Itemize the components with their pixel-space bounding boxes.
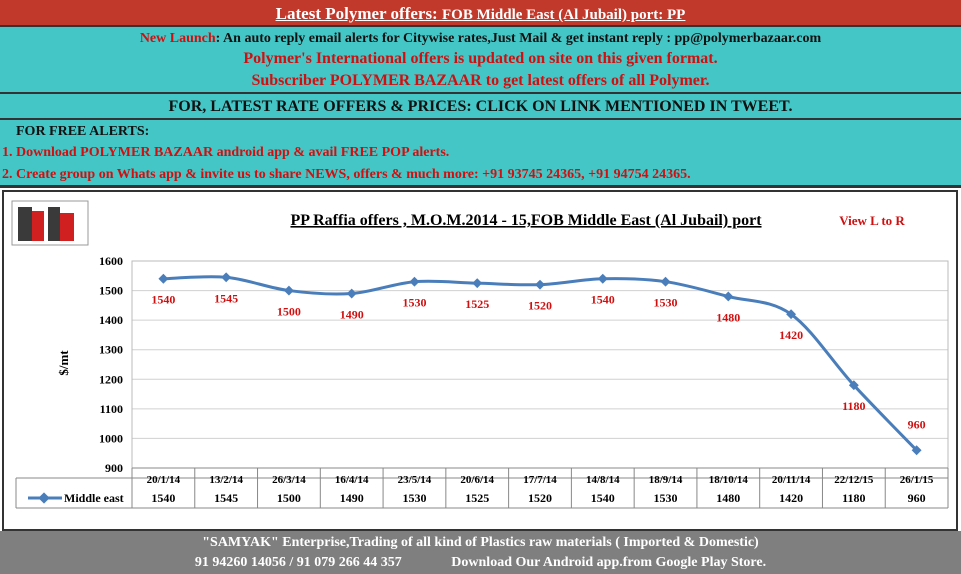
title-bar: Latest Polymer offers: FOB Middle East (… <box>0 0 961 27</box>
footer: "SAMYAK" Enterprise,Trading of all kind … <box>0 531 961 574</box>
new-launch-line: New Launch: An auto reply email alerts f… <box>0 29 961 48</box>
data-point <box>660 276 671 287</box>
x-tick-label: 23/5/14 <box>398 474 432 486</box>
alerts-panel: FOR FREE ALERTS: 1. Download POLYMER BAZ… <box>0 120 961 188</box>
alerts-heading: FOR FREE ALERTS: <box>16 124 150 139</box>
data-label: 1525 <box>465 297 489 311</box>
data-label: 1530 <box>402 296 426 310</box>
y-tick-label: 900 <box>105 461 123 475</box>
data-point <box>911 445 922 456</box>
data-label: 1500 <box>277 305 301 319</box>
data-point <box>848 380 859 391</box>
data-point <box>597 273 608 284</box>
chart-title: PP Raffia offers , M.O.M.2014 - 15,FOB M… <box>290 212 762 229</box>
data-point <box>786 309 797 320</box>
y-tick-label: 1000 <box>99 431 123 445</box>
x-tick-label: 18/10/14 <box>709 474 749 486</box>
y-tick-label: 1500 <box>99 284 123 298</box>
table-value: 1540 <box>151 491 175 505</box>
view-note: View L to R <box>839 213 905 228</box>
data-point <box>283 285 294 296</box>
data-label: 1530 <box>654 296 678 310</box>
x-tick-label: 26/3/14 <box>272 474 306 486</box>
chart-grid <box>131 260 949 469</box>
plot-area <box>131 260 949 469</box>
series-points <box>158 272 922 456</box>
table-value: 1530 <box>654 491 678 505</box>
x-tick-label: 20/11/14 <box>772 474 811 486</box>
footer-phones: 91 94260 14056 / 91 079 266 44 357 <box>194 555 402 570</box>
table-value: 1525 <box>465 491 489 505</box>
y-tick-label: 1400 <box>99 313 123 327</box>
alerts-item-2: 2. Create group on Whats app & invite us… <box>2 167 691 182</box>
footer-app: Download Our Android app.from Google Pla… <box>451 555 767 570</box>
x-tick-label: 17/7/14 <box>523 474 557 486</box>
data-label: 1540 <box>151 293 175 307</box>
table-value: 1520 <box>528 491 552 505</box>
legend-marker <box>38 492 50 504</box>
new-launch-text: : An auto reply email alerts for Citywis… <box>215 31 822 46</box>
data-point <box>472 278 483 289</box>
announcement-line-3: Subscriber POLYMER BAZAAR to get latest … <box>251 72 710 89</box>
table-value: 1530 <box>402 491 426 505</box>
data-point <box>221 272 232 283</box>
x-tick-label: 18/9/14 <box>649 474 683 486</box>
table-value: 1490 <box>340 491 364 505</box>
x-tick-label: 20/1/14 <box>147 474 181 486</box>
data-label: 1540 <box>591 293 615 307</box>
chart-container: PP Raffia offers , M.O.M.2014 - 15,FOB M… <box>2 190 958 531</box>
footer-contact: 91 94260 14056 / 91 079 266 44 357 Downl… <box>0 553 961 573</box>
logo <box>11 200 89 246</box>
y-axis-label: $/mt <box>56 350 71 376</box>
data-label: 1545 <box>214 291 238 305</box>
data-label: 1180 <box>842 399 865 413</box>
rate-banner: FOR, LATEST RATE OFFERS & PRICES: CLICK … <box>0 94 961 120</box>
y-tick-label: 1200 <box>99 372 123 386</box>
table-value: 1500 <box>277 491 301 505</box>
data-labels: 1540 1545 1500 1490 1530 1525 1520 1540 1530 1480… <box>151 291 925 431</box>
data-label: 1420 <box>779 328 803 342</box>
y-tick-label: 1100 <box>100 402 123 416</box>
table-value: 1540 <box>591 491 615 505</box>
alerts-item-1: 1. Download POLYMER BAZAAR android app &… <box>2 145 450 160</box>
data-point <box>535 279 545 290</box>
data-label: 960 <box>908 417 926 431</box>
page-title: Latest Polymer offers: FOB Middle East (… <box>275 4 686 23</box>
data-table: 20/1/14 1540 13/2/14 1545 26/3/14 1500 16/4/14… <box>15 467 949 509</box>
legend-label: Middle east <box>64 491 124 505</box>
x-tick-label: 14/8/14 <box>586 474 620 486</box>
x-tick-label: 22/12/15 <box>834 474 874 486</box>
data-label: 1490 <box>340 308 364 322</box>
announcement-panel: New Launch: An auto reply email alerts f… <box>0 27 961 94</box>
y-axis-ticks: 1600 1500 1400 1300 1200 1100 1000 900 <box>99 254 123 475</box>
table-value: 1420 <box>779 491 803 505</box>
new-launch-label: New Launch <box>139 31 216 46</box>
data-label: 1520 <box>528 299 552 313</box>
table-value: 1180 <box>842 491 865 505</box>
x-tick-label: 26/1/15 <box>900 474 934 486</box>
line-chart: PP Raffia offers , M.O.M.2014 - 15,FOB M… <box>11 200 949 509</box>
data-point <box>346 288 357 299</box>
data-label: 1480 <box>716 310 740 324</box>
x-tick-label: 20/6/14 <box>460 474 494 486</box>
data-point <box>723 291 734 302</box>
x-tick-label: 16/4/14 <box>335 474 369 486</box>
table-value: 1480 <box>716 491 740 505</box>
table-value: 1545 <box>214 491 238 505</box>
announcement-line-2: Polymer's International offers is update… <box>243 50 718 67</box>
footer-company: "SAMYAK" Enterprise,Trading of all kind … <box>202 535 759 550</box>
x-tick-label: 13/2/14 <box>209 474 243 486</box>
data-point <box>158 273 169 284</box>
y-tick-label: 1600 <box>99 254 123 268</box>
table-value: 960 <box>908 491 926 505</box>
y-tick-label: 1300 <box>99 343 123 357</box>
data-point <box>409 276 420 287</box>
